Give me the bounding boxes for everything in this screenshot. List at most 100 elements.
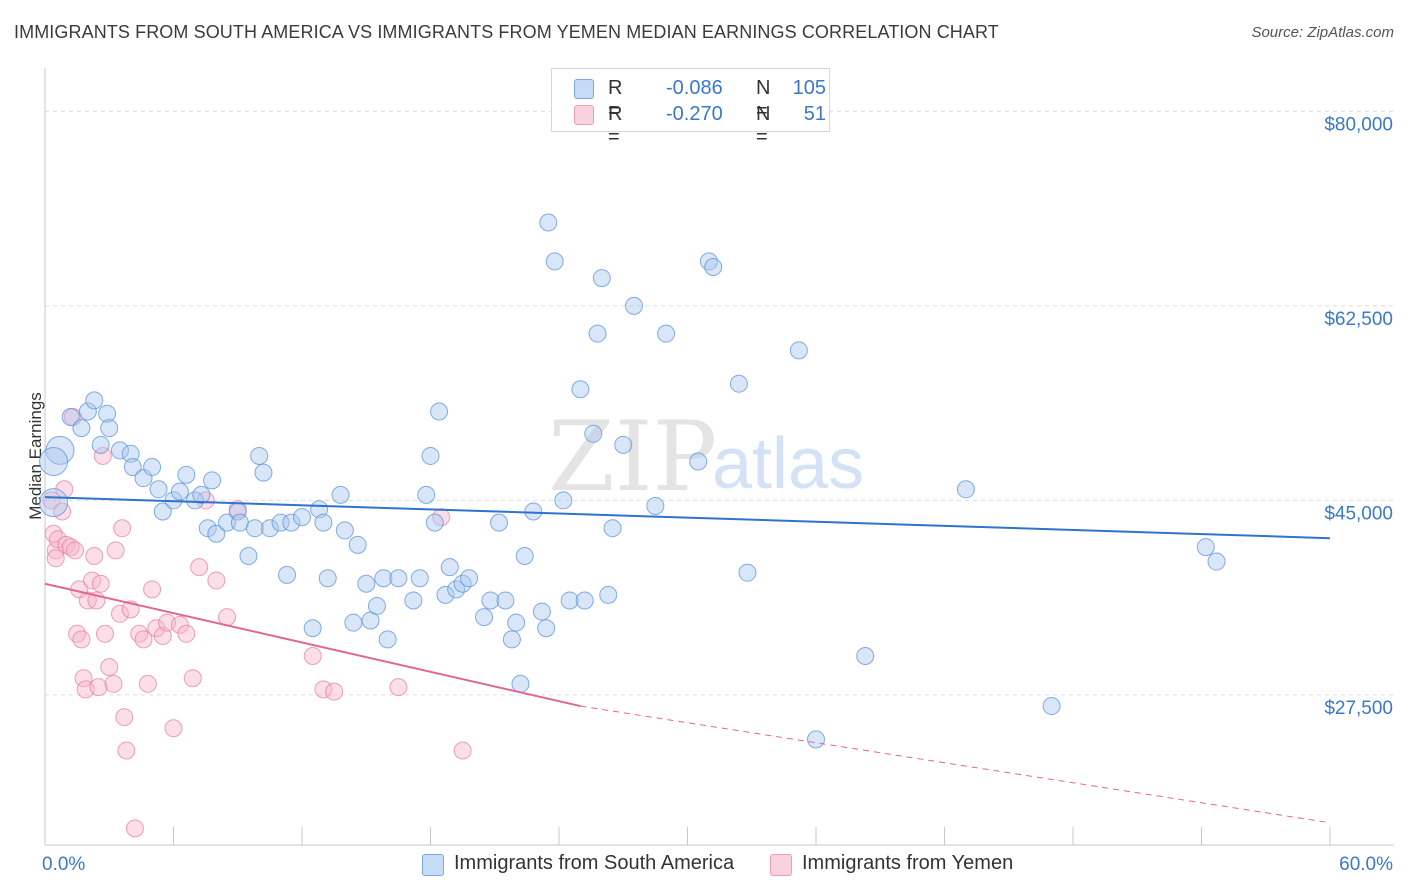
yemen-point bbox=[153, 627, 172, 646]
south-america-point bbox=[507, 613, 526, 632]
y-tick-label: $62,500 bbox=[1324, 309, 1393, 330]
yemen-points bbox=[42, 408, 472, 838]
legend-n-label: N = bbox=[756, 77, 771, 122]
yemen-point bbox=[89, 678, 108, 697]
south-america-point bbox=[496, 591, 515, 610]
south-america-point bbox=[421, 446, 440, 465]
yemen-point bbox=[72, 630, 91, 649]
south-america-point bbox=[254, 463, 273, 482]
trend-lines bbox=[44, 496, 1331, 824]
south-america-point bbox=[331, 485, 350, 504]
yemen-point bbox=[314, 680, 333, 699]
south-america-point bbox=[100, 419, 119, 438]
south-america-point bbox=[511, 674, 530, 693]
south-america-point bbox=[436, 585, 455, 604]
south-america-point bbox=[532, 602, 551, 621]
yemen-point bbox=[93, 446, 112, 465]
bottom-legend-label: Immigrants from South America bbox=[454, 852, 735, 874]
yemen-point bbox=[190, 558, 209, 577]
south-america-point bbox=[856, 647, 875, 666]
yemen-point bbox=[177, 624, 196, 643]
y-tick-label: $80,000 bbox=[1324, 114, 1393, 135]
legend-r-value: -0.086 bbox=[666, 77, 723, 99]
south-america-point bbox=[357, 574, 376, 593]
bottom-legend-swatch-pink bbox=[770, 854, 792, 876]
south-america-point bbox=[318, 569, 337, 588]
gridlines bbox=[45, 110, 1394, 696]
south-america-point bbox=[1207, 552, 1226, 571]
yemen-point bbox=[85, 546, 104, 565]
yemen-point bbox=[74, 669, 93, 688]
y-tick-label: $45,000 bbox=[1324, 503, 1393, 524]
yemen-point bbox=[303, 647, 322, 666]
south-america-point bbox=[502, 630, 521, 649]
south-america-points bbox=[39, 213, 1226, 749]
south-america-point bbox=[614, 435, 633, 454]
south-america-point bbox=[143, 458, 162, 477]
yemen-point bbox=[134, 630, 153, 649]
south-america-point bbox=[153, 502, 172, 521]
south-america-point bbox=[729, 374, 748, 393]
bottom-legend-swatch-blue bbox=[422, 854, 444, 876]
south-america-point bbox=[39, 488, 69, 518]
south-america-point bbox=[545, 252, 564, 271]
south-america-point bbox=[348, 535, 367, 554]
south-america-point bbox=[282, 513, 301, 532]
south-america-point bbox=[575, 591, 594, 610]
south-america-point bbox=[789, 341, 808, 360]
south-america-point bbox=[560, 591, 579, 610]
south-america-point bbox=[588, 324, 607, 343]
south-america-point bbox=[374, 569, 393, 588]
yemen-trend-extension bbox=[580, 705, 1331, 824]
south-america-point bbox=[170, 482, 189, 501]
watermark: ZIP atlas bbox=[548, 401, 864, 513]
yemen-point bbox=[183, 669, 202, 688]
south-america-point bbox=[271, 513, 290, 532]
legend-r-label: R = bbox=[608, 77, 623, 122]
y-tick-labels: $27,500 $45,000 $62,500 $80,000 bbox=[1324, 114, 1393, 719]
south-america-point bbox=[85, 391, 104, 410]
yemen-point bbox=[100, 658, 119, 677]
south-america-point bbox=[657, 324, 676, 343]
yemen-point bbox=[117, 741, 136, 760]
x-tick-label: 60.0% bbox=[1339, 854, 1393, 875]
yemen-trend-line bbox=[44, 582, 581, 708]
south-america-point bbox=[344, 613, 363, 632]
yemen-point bbox=[110, 604, 129, 623]
yemen-point bbox=[115, 708, 134, 727]
south-america-point bbox=[539, 213, 558, 232]
legend-swatch-blue bbox=[574, 79, 594, 99]
south-america-point bbox=[230, 513, 249, 532]
south-america-point bbox=[177, 465, 196, 484]
south-america-point bbox=[389, 569, 408, 588]
south-america-point bbox=[404, 591, 423, 610]
bottom-legend-label: Immigrants from Yemen bbox=[802, 852, 1014, 874]
south-america-point bbox=[592, 269, 611, 288]
south-america-point bbox=[1042, 697, 1061, 716]
south-america-point bbox=[704, 257, 723, 276]
yemen-point bbox=[389, 678, 408, 697]
yemen-point bbox=[95, 624, 114, 643]
south-america-point bbox=[218, 513, 237, 532]
yemen-point bbox=[113, 519, 132, 538]
yemen-point bbox=[143, 580, 162, 599]
south-america-point bbox=[278, 565, 297, 584]
yemen-point bbox=[104, 674, 123, 693]
south-america-point bbox=[39, 447, 69, 476]
south-america-point bbox=[554, 491, 573, 510]
south-america-point bbox=[430, 402, 449, 421]
south-america-point bbox=[537, 619, 556, 638]
south-america-point bbox=[149, 480, 168, 499]
yemen-point bbox=[138, 674, 157, 693]
x-tick-label: 0.0% bbox=[42, 854, 85, 875]
legend-n-label: N = bbox=[756, 103, 771, 148]
x-tick-labels: 0.0% 60.0% bbox=[42, 854, 1393, 875]
south-america-point bbox=[584, 424, 603, 443]
yemen-point bbox=[91, 574, 110, 593]
south-america-point bbox=[78, 402, 97, 421]
south-america-point bbox=[646, 496, 665, 515]
south-america-point bbox=[314, 513, 333, 532]
legend-n-value: 105 bbox=[792, 77, 826, 99]
south-america-point bbox=[956, 480, 975, 499]
south-america-point bbox=[425, 513, 444, 532]
